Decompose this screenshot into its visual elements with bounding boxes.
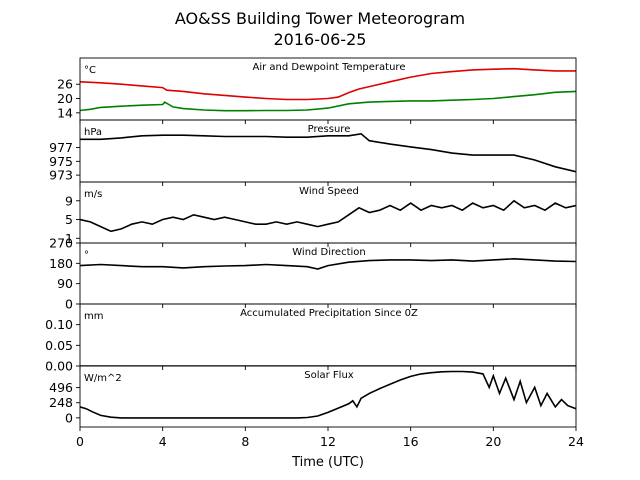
y-tick-label: 26 [57, 77, 73, 92]
x-axis: 0 4 8 12 16 20 24 [76, 434, 584, 449]
panel-3: 0 90 180 270 Wind Direction ° [49, 236, 577, 312]
y-tick-label: 0.00 [45, 359, 73, 374]
series-line-5-0 [80, 370, 576, 419]
panel-unit-label: °C [84, 65, 96, 76]
y-tick-label: 1 [65, 231, 73, 246]
panel-4: 0.00 0.05 0.10 Accumulated Precipitation Si… [45, 303, 577, 374]
y-tick-label: 0 [65, 410, 73, 425]
y-tick-label: 90 [57, 276, 73, 291]
x-tick-label: 20 [485, 434, 501, 449]
figure-subtitle: 2016-06-25 [274, 30, 367, 49]
series-line-1-0 [80, 132, 576, 173]
y-tick-label: 975 [49, 154, 73, 169]
y-tick-label: 14 [57, 105, 73, 120]
y-tick-label: 20 [57, 91, 73, 106]
panel-title: Accumulated Precipitation Since 0Z [240, 308, 418, 319]
panel-title: Solar Flux [304, 370, 354, 381]
y-tick-label: 973 [49, 168, 73, 183]
series-line-3-0 [80, 257, 576, 270]
x-axis-title: Time (UTC) [291, 455, 364, 470]
panel-title: Pressure [308, 124, 351, 135]
panel-title: Wind Direction [292, 247, 366, 258]
series-line-0-1 [80, 90, 576, 112]
x-tick-label: 4 [159, 434, 167, 449]
panel-unit-label: m/s [84, 189, 102, 200]
panel-2: 1 5 9 Wind Speed m/s [65, 181, 577, 247]
y-tick-label: 5 [65, 212, 73, 227]
x-tick-label: 8 [241, 434, 249, 449]
y-tick-label: 9 [65, 193, 73, 208]
y-tick-label: 248 [49, 395, 73, 410]
x-tick-label: 0 [76, 434, 84, 449]
y-tick-label: 0.05 [45, 338, 73, 353]
y-tick-label: 0 [65, 297, 73, 312]
y-tick-label: 180 [49, 256, 73, 271]
x-tick-label: 16 [403, 434, 419, 449]
series-line-2-0 [80, 199, 576, 233]
panel-unit-label: hPa [84, 127, 102, 138]
y-tick-label: 496 [49, 380, 73, 395]
x-tick-label: 12 [320, 434, 336, 449]
panel-unit-label: ° [84, 250, 89, 261]
panel-title: Wind Speed [299, 186, 359, 197]
panel-title: Air and Dewpoint Temperature [253, 62, 406, 73]
panel-unit-label: mm [84, 311, 103, 322]
figure-title: AO&SS Building Tower Meteorogram [175, 9, 465, 28]
y-tick-label: 977 [49, 140, 73, 155]
x-tick-label: 24 [568, 434, 584, 449]
y-tick-label: 0.10 [45, 317, 73, 332]
series-line-0-0 [80, 67, 576, 101]
y-tick-label: 270 [49, 236, 73, 251]
panel-unit-label: W/m^2 [84, 373, 122, 384]
